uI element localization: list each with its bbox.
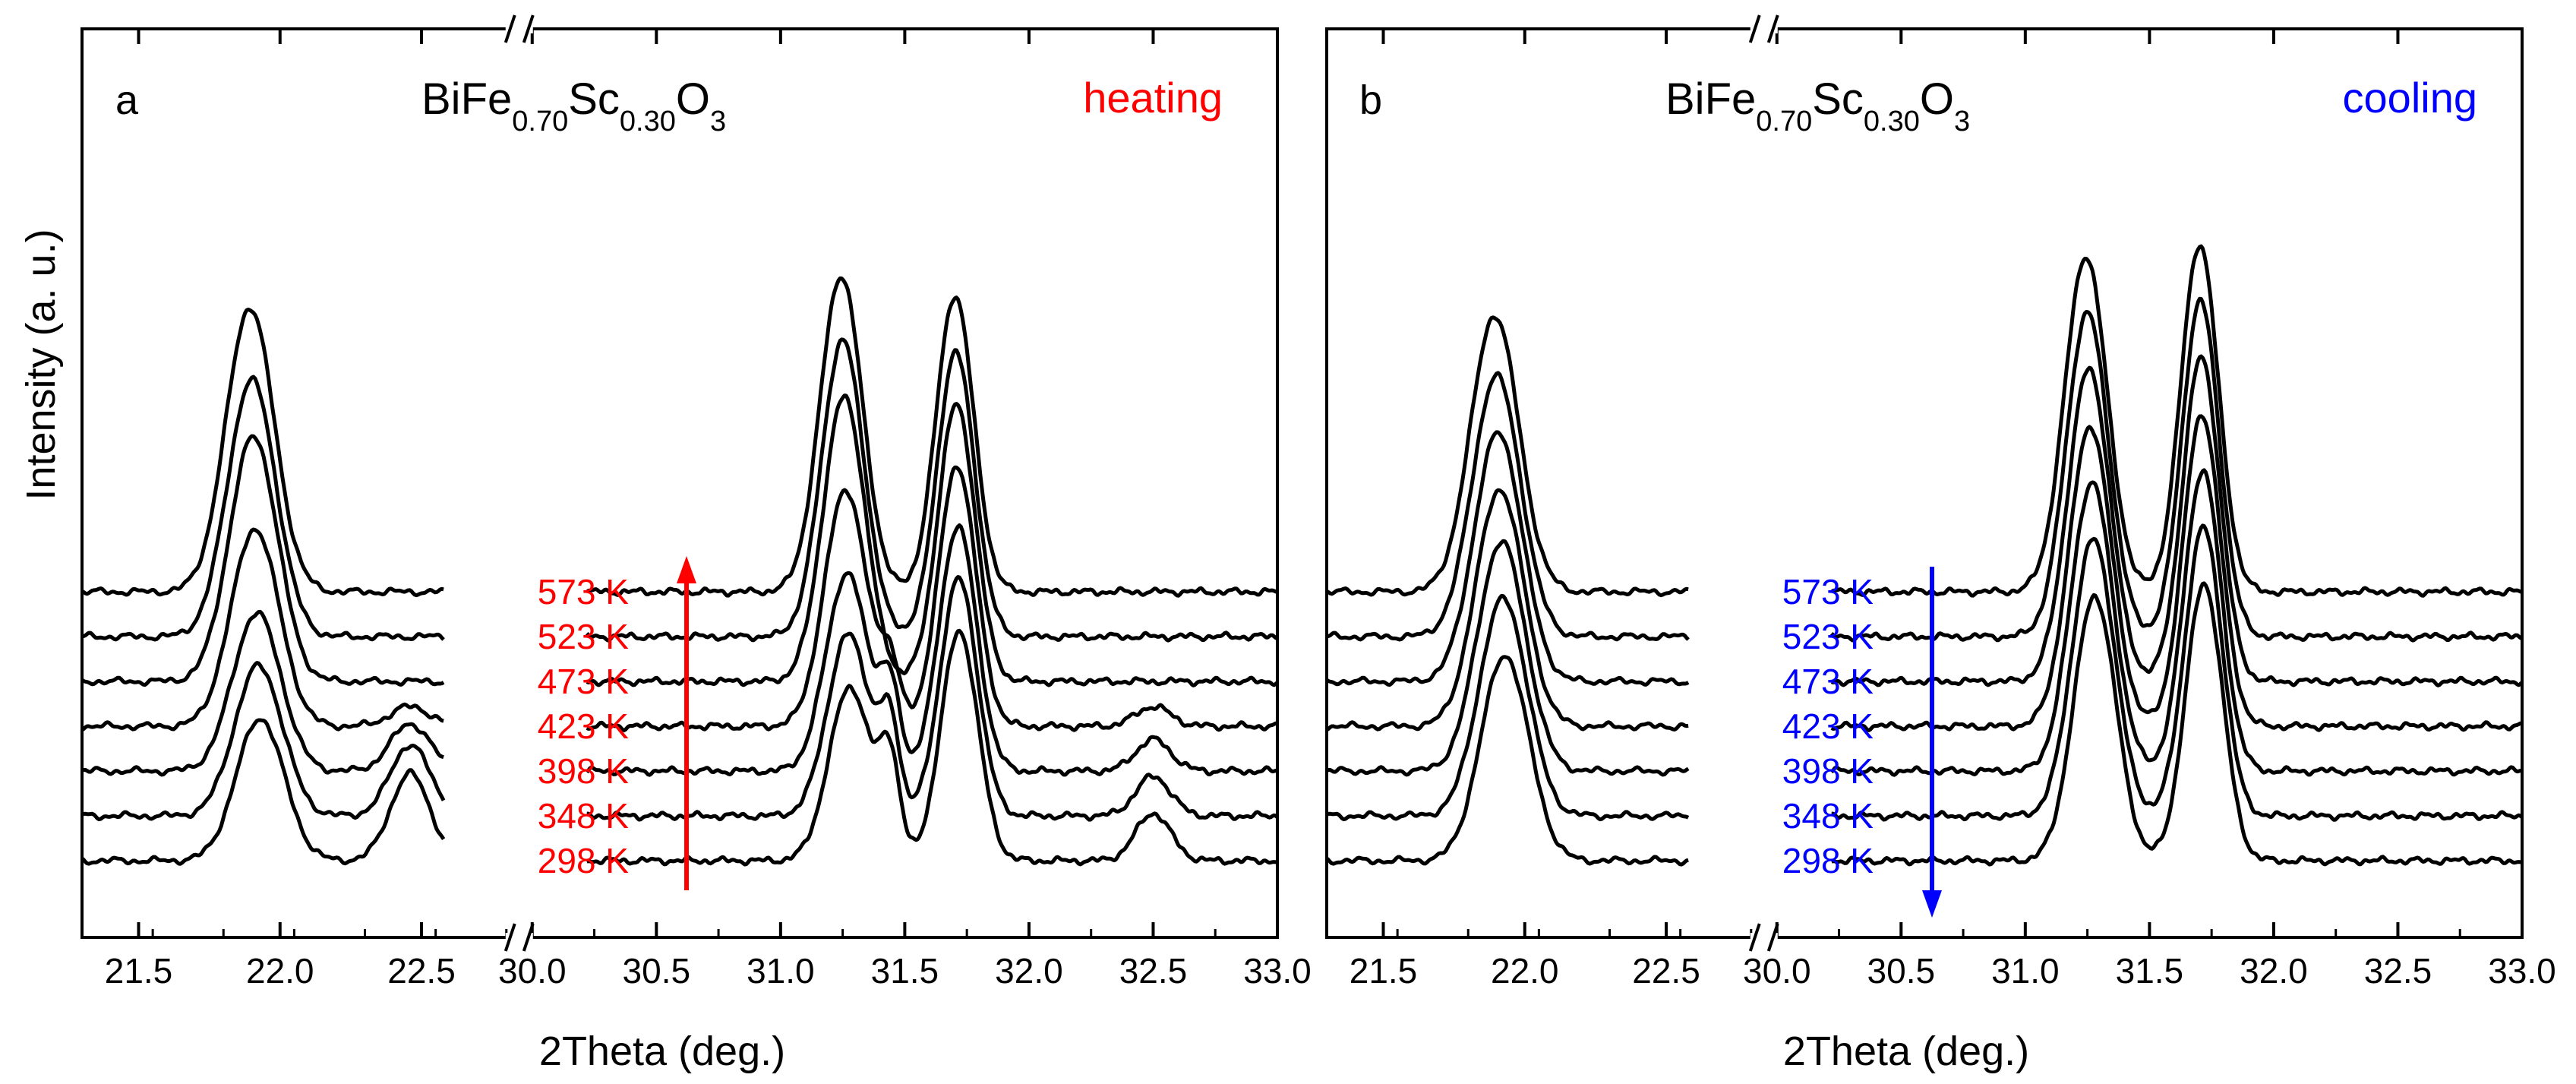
trace-523k-high-angle: [585, 337, 1278, 643]
x-tick-label: 32.5: [1119, 951, 1188, 991]
trace-573k-high-angle: [586, 276, 1277, 598]
trace-573k-low-angle: [1325, 315, 1689, 598]
x-tick-label: 30.0: [498, 951, 567, 991]
trace-398k-low-angle: [80, 609, 444, 777]
panel-b-temperature-labels: 573 K 523 K 473 K 423 K 398 K 348 K 298 K: [1782, 572, 1874, 880]
x-tick-label: 31.5: [2116, 951, 2184, 991]
panel-a-letter: a: [115, 77, 139, 123]
trace-473k-high-angle: [586, 393, 1279, 687]
panel-a-arrow: [677, 556, 696, 890]
panel-b: 21.5 22.0 22.5 30.0 30.5 31.0 31.5 32.0 32.5 33.0…: [1325, 14, 2556, 1074]
trace-423k-high-angle: [1830, 414, 2522, 732]
axis-break-mark: [522, 923, 535, 952]
x-tick-label: 21.5: [1350, 951, 1418, 991]
panel-a-frame: [80, 27, 1279, 939]
temperature-label: 573 K: [1782, 572, 1874, 612]
trace-298k-low-angle: [80, 718, 446, 866]
x-tick-label: 31.0: [1991, 951, 2060, 991]
temperature-label: 473 K: [1782, 662, 1874, 701]
x-tick-label: 22.0: [246, 951, 314, 991]
x-tick-label: 33.0: [2488, 951, 2556, 991]
trace-473k-low-angle: [1325, 430, 1690, 687]
x-tick-label: 31.5: [871, 951, 939, 991]
temperature-label: 473 K: [538, 662, 630, 701]
x-tick-label: 32.0: [995, 951, 1063, 991]
panel-a-traces: [80, 276, 1279, 867]
trace-523k-low-angle: [1326, 371, 1690, 642]
temperature-label: 298 K: [538, 841, 630, 880]
temperature-label: 573 K: [538, 572, 630, 612]
trace-398k-high-angle: [1829, 468, 2522, 777]
trace-298k-high-angle: [586, 628, 1277, 867]
trace-348k-high-angle: [586, 575, 1279, 822]
panel-b-letter: b: [1359, 77, 1382, 123]
temperature-label: 398 K: [1782, 751, 1874, 791]
axis-break-mark: [522, 14, 535, 43]
trace-423k-low-angle: [80, 527, 444, 732]
x-tick-label: 32.0: [2240, 951, 2308, 991]
temperature-label: 523 K: [1782, 617, 1874, 656]
panel-a-temperature-labels: 573 K 523 K 473 K 423 K 398 K 348 K 298 K: [538, 572, 630, 880]
trace-473k-low-angle: [80, 434, 445, 687]
x-tick-label: 30.0: [1743, 951, 1811, 991]
axis-break-mark: [504, 923, 516, 952]
temperature-label: 398 K: [538, 751, 630, 791]
panel-b-formula: BiFe0.70Sc0.30O3: [1665, 74, 1970, 137]
panel-b-x-axis: 21.5 22.0 22.5 30.0 30.5 31.0 31.5 32.0 32.5 33.0: [1325, 14, 2556, 991]
x-tick-label: 30.5: [1867, 951, 1936, 991]
x-tick-label: 22.0: [1491, 951, 1559, 991]
trace-348k-low-angle: [1325, 593, 1690, 822]
trace-523k-high-angle: [1829, 296, 2523, 643]
trace-423k-high-angle: [586, 465, 1277, 732]
x-tick-label: 21.5: [105, 951, 173, 991]
x-tick-label: 31.0: [747, 951, 815, 991]
axis-break-mark: [1766, 923, 1779, 952]
panel-b-arrow: [1922, 567, 1942, 918]
temperature-label: 348 K: [538, 796, 630, 836]
trace-573k-high-angle: [1830, 244, 2522, 598]
y-axis-title: Intensity (a. u.): [18, 229, 64, 500]
trace-523k-low-angle: [81, 375, 445, 642]
axis-break-mark: [1748, 923, 1761, 952]
arrow-head: [677, 556, 696, 583]
trace-398k-high-angle: [585, 523, 1277, 777]
panel-a-x-axis-title: 2Theta (deg.): [539, 1029, 785, 1074]
panel-b-frame: [1325, 27, 2524, 939]
trace-298k-low-angle: [1325, 655, 1689, 867]
x-tick-label: 30.5: [623, 951, 691, 991]
x-tick-label: 32.5: [2364, 951, 2432, 991]
temperature-label: 423 K: [1782, 706, 1874, 746]
axis-break-mark: [1766, 14, 1779, 43]
panel-a-x-axis: 21.5 22.0 22.5 30.0 30.5 31.0 31.5 32.0 32.5 33.0: [80, 14, 1312, 991]
arrow-head: [1922, 890, 1942, 918]
panel-b-traces: [1325, 244, 2524, 867]
panel-a-mode-label: heating: [1083, 74, 1223, 122]
x-tick-label: 22.5: [387, 951, 456, 991]
axis-break-mark: [504, 14, 516, 43]
x-tick-label: 22.5: [1632, 951, 1700, 991]
trace-473k-high-angle: [1830, 354, 2524, 687]
panel-a: 21.5 22.0 22.5 30.0 30.5 31.0 31.5 32.0 32.5 33.0…: [80, 14, 1312, 1074]
trace-398k-low-angle: [1325, 539, 1690, 777]
panel-a-formula: BiFe0.70Sc0.30O3: [421, 74, 726, 137]
panel-b-mode-label: cooling: [2343, 74, 2477, 122]
trace-573k-low-angle: [80, 308, 444, 598]
temperature-label: 523 K: [538, 617, 630, 656]
trace-348k-high-angle: [1831, 523, 2524, 822]
temperature-label: 423 K: [538, 706, 630, 746]
x-tick-label: 33.0: [1243, 951, 1312, 991]
trace-423k-low-angle: [1325, 488, 1689, 732]
panel-b-x-axis-title: 2Theta (deg.): [1783, 1029, 2029, 1074]
axis-break-mark: [1748, 14, 1761, 43]
temperature-label: 298 K: [1782, 841, 1874, 880]
trace-348k-low-angle: [80, 661, 446, 822]
temperature-label: 348 K: [1782, 796, 1874, 836]
trace-298k-high-angle: [1830, 581, 2522, 867]
